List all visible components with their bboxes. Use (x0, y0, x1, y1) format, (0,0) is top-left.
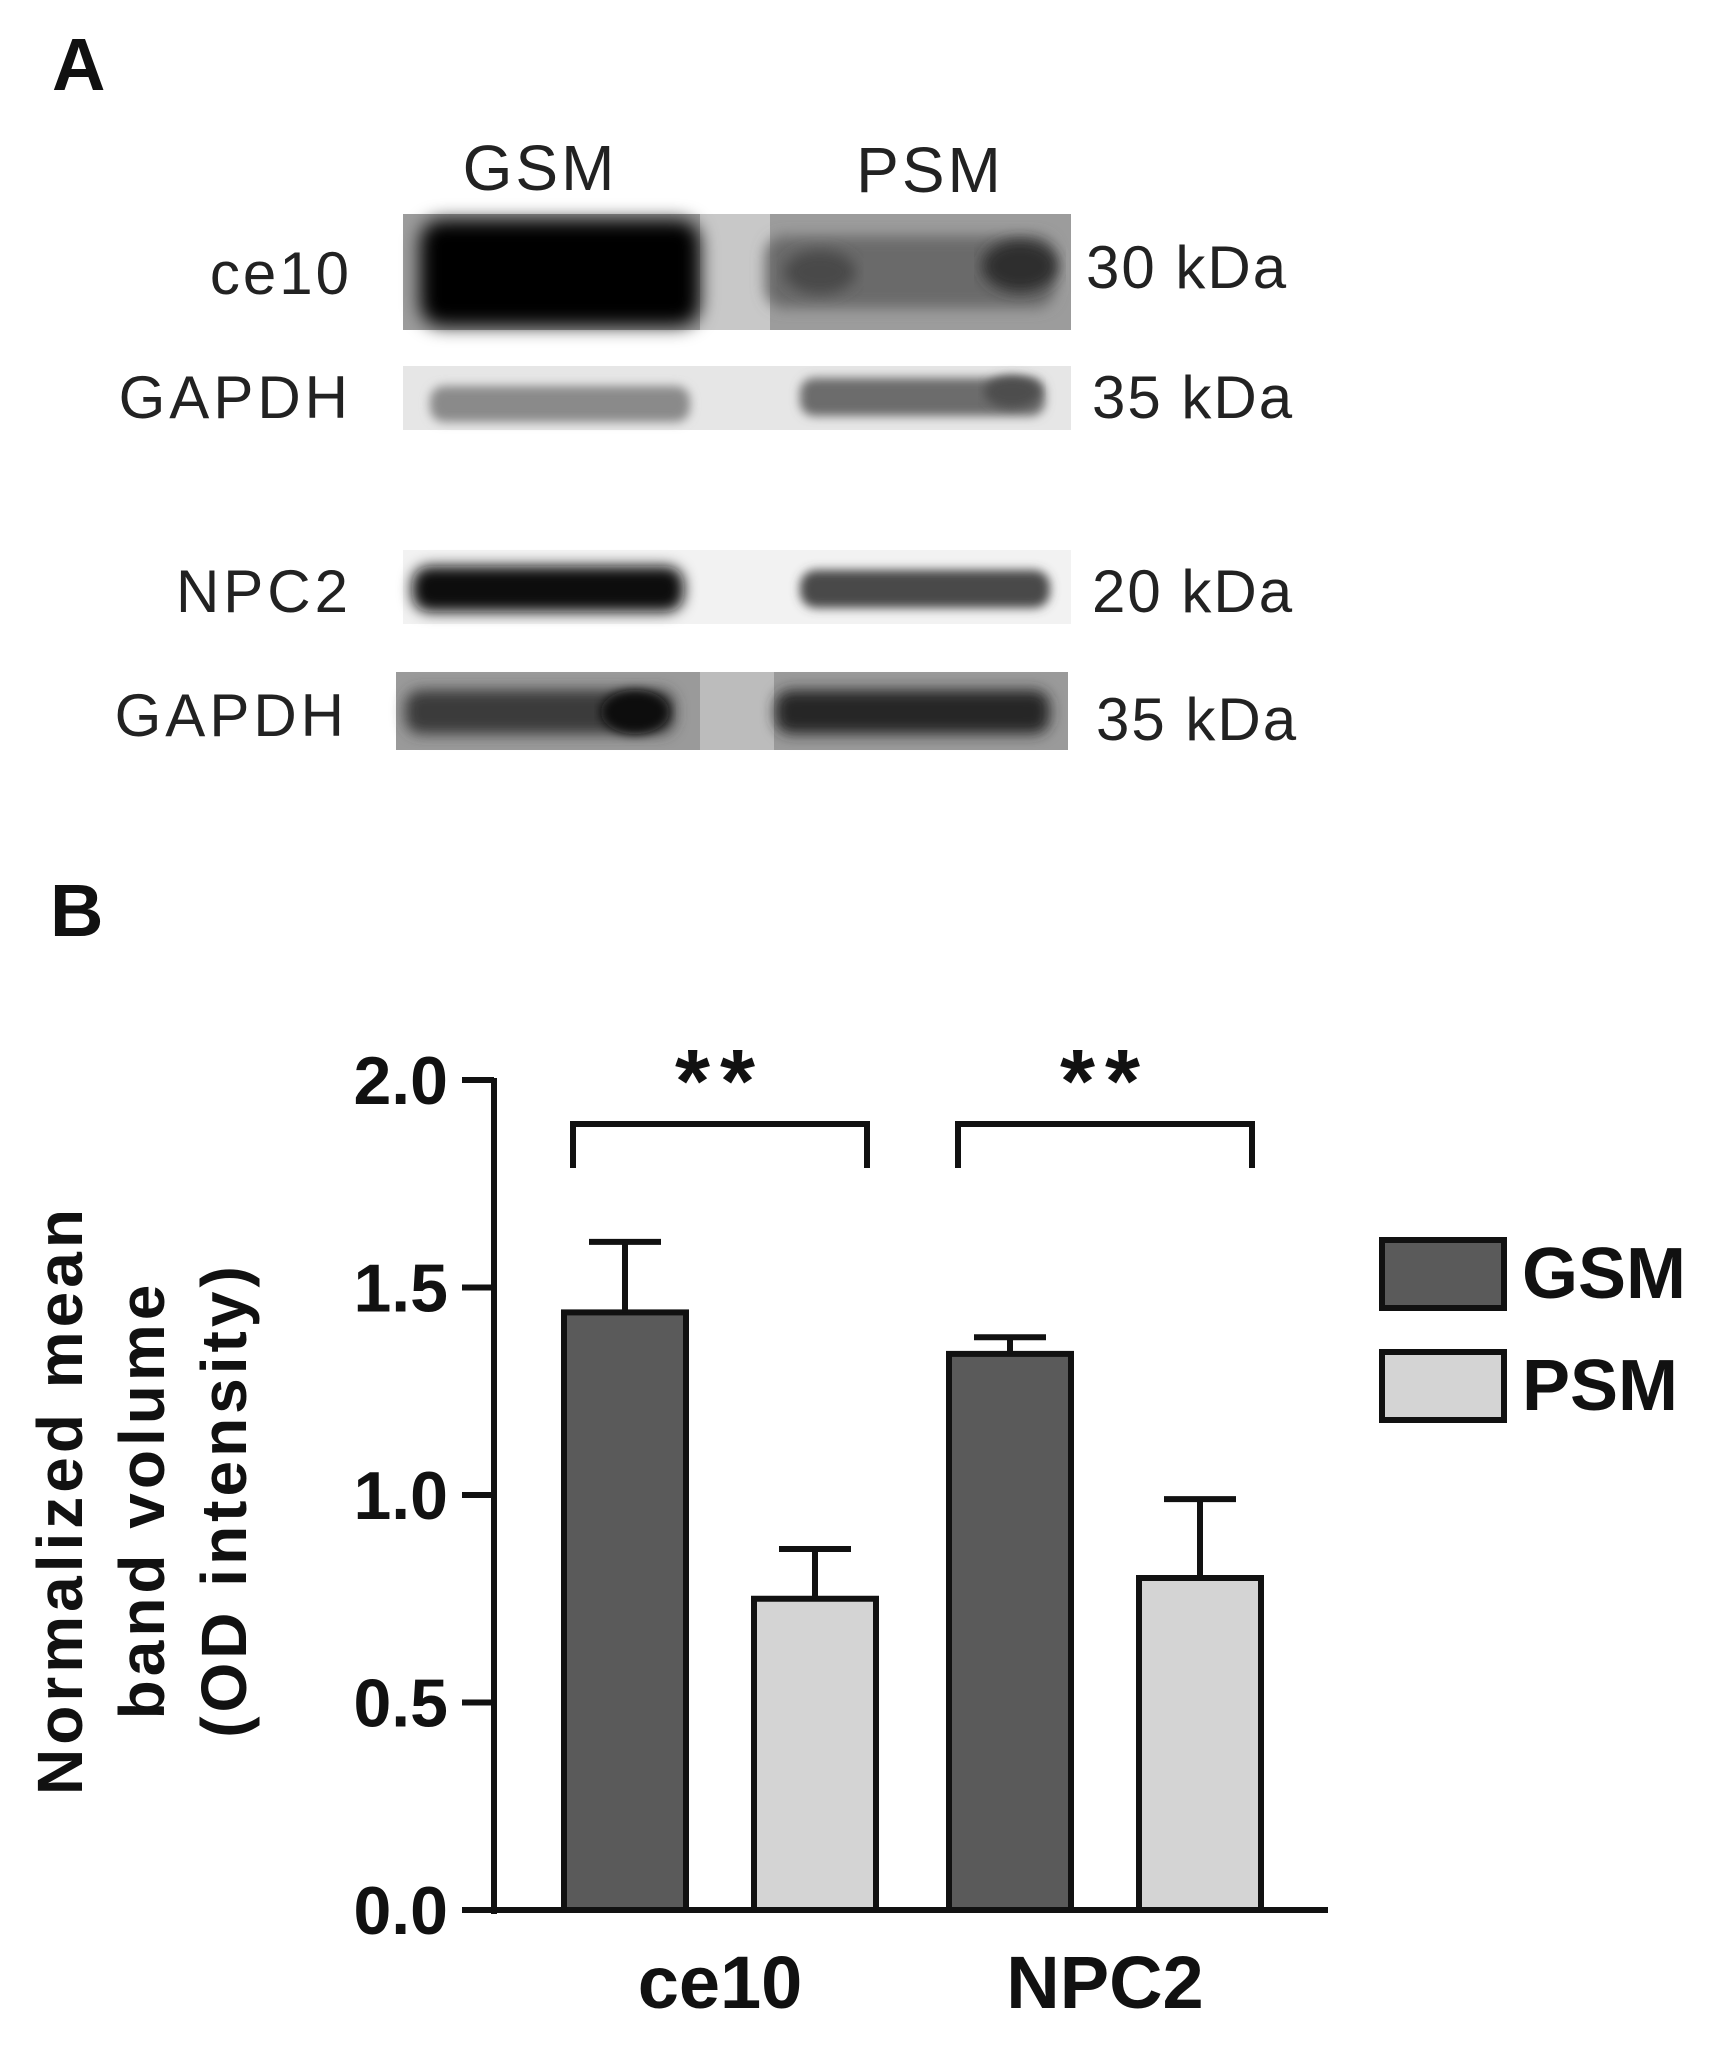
blot-mw-gapdh-1: 35 kDa (1092, 364, 1294, 431)
bar-psm-ce10 (751, 1595, 879, 1913)
bar-psm-npc2 (1136, 1575, 1264, 1913)
x-tick-label: ce10 (638, 1941, 803, 2020)
y-axis-label: (OD intensity) (188, 1262, 260, 1738)
blot-mw-npc2: 20 kDa (1092, 558, 1294, 625)
blot-mw-ce10: 30 kDa (1086, 234, 1288, 301)
blot-mw-gapdh-2: 35 kDa (1096, 686, 1298, 753)
western-blot-panel: GSM PSM ce10 30 kDa GAPDH 35 kDa NPC2 (115, 132, 1298, 753)
legend-label: PSM (1522, 1346, 1678, 1426)
y-axis-label: Normalized mean (24, 1205, 96, 1795)
significance-bracket (955, 1121, 1255, 1168)
legend-swatch (1379, 1237, 1507, 1311)
significance-label: ** (675, 1032, 765, 1132)
blot-npc2 (403, 550, 1071, 624)
legend-label: GSM (1522, 1234, 1686, 1314)
blot-gapdh-1 (403, 366, 1071, 430)
y-tick-label: 1.5 (353, 1251, 448, 1327)
bar-gsm-ce10 (561, 1309, 689, 1913)
blot-gapdh-2 (396, 672, 1068, 750)
y-axis-label: band volume (106, 1281, 178, 1720)
significance-bracket (570, 1121, 870, 1168)
blot-label-gapdh-2: GAPDH (115, 682, 348, 749)
x-tick-label: NPC2 (1006, 1941, 1203, 2020)
bar-chart: 0.0 0.5 1.0 1.5 2.0 Normalized mean band volum… (24, 1032, 1686, 2020)
blot-label-ce10: ce10 (210, 240, 352, 307)
blot-label-npc2: NPC2 (176, 558, 352, 625)
lane-label-psm: PSM (856, 134, 1004, 206)
blot-label-gapdh-1: GAPDH (119, 364, 352, 431)
bar-gsm-npc2 (946, 1350, 1074, 1913)
blot-ce10 (403, 214, 1071, 330)
lane-label-gsm: GSM (463, 132, 618, 204)
legend-swatch (1379, 1349, 1507, 1423)
panel-a-letter: A (52, 23, 106, 106)
y-tick-label: 0.0 (353, 1873, 448, 1949)
significance-label: ** (1060, 1032, 1150, 1132)
y-tick-label: 2.0 (353, 1043, 448, 1119)
y-tick-label: 0.5 (353, 1666, 448, 1742)
y-tick-label: 1.0 (353, 1458, 448, 1534)
panel-b-letter: B (50, 869, 104, 952)
